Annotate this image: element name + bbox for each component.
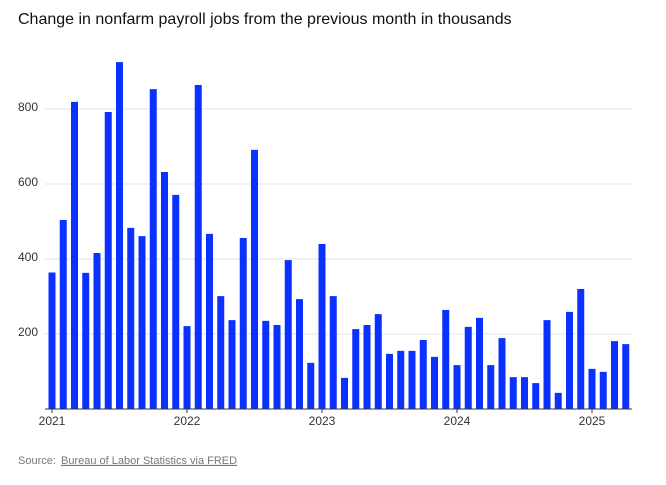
bar bbox=[476, 317, 483, 409]
bar bbox=[318, 244, 326, 409]
bar bbox=[262, 320, 270, 409]
y-tick-label: 800 bbox=[18, 100, 38, 114]
y-tick-label: 400 bbox=[18, 250, 38, 264]
bar bbox=[554, 392, 562, 409]
x-tick-label: 2023 bbox=[309, 414, 336, 428]
x-tick-label: 2025 bbox=[579, 414, 606, 428]
bar bbox=[251, 149, 258, 409]
bar bbox=[464, 326, 472, 409]
bar bbox=[228, 320, 236, 409]
bar bbox=[48, 272, 56, 409]
bar bbox=[104, 112, 112, 409]
bar bbox=[307, 362, 315, 409]
bar bbox=[206, 233, 213, 409]
bar bbox=[341, 377, 348, 409]
bar bbox=[577, 289, 585, 409]
bar bbox=[431, 356, 438, 409]
source-label: Source: bbox=[18, 455, 56, 467]
bar bbox=[419, 340, 427, 409]
x-tick-label: 2024 bbox=[444, 414, 471, 428]
bar bbox=[566, 311, 573, 409]
x-tick-label: 2021 bbox=[39, 414, 66, 428]
bar bbox=[93, 253, 101, 409]
bar bbox=[71, 101, 78, 409]
chart-title: Change in nonfarm payroll jobs from the … bbox=[18, 11, 512, 28]
bar bbox=[543, 320, 551, 409]
bar bbox=[532, 383, 540, 409]
bar bbox=[59, 220, 67, 409]
bar bbox=[588, 368, 596, 409]
bar bbox=[397, 350, 405, 409]
bar bbox=[273, 325, 281, 409]
bar bbox=[127, 227, 135, 409]
bar bbox=[386, 353, 393, 409]
bar bbox=[116, 62, 123, 409]
bar bbox=[138, 236, 146, 409]
bar bbox=[82, 272, 90, 409]
bar bbox=[521, 377, 528, 409]
bar bbox=[217, 296, 225, 409]
x-tick-label: 2022 bbox=[174, 414, 201, 428]
bar bbox=[183, 326, 191, 409]
bar bbox=[239, 238, 247, 409]
bar bbox=[161, 172, 168, 409]
bar bbox=[296, 299, 303, 409]
bar bbox=[599, 371, 607, 409]
bar bbox=[149, 89, 157, 409]
bar bbox=[622, 344, 630, 409]
source-link[interactable]: Bureau of Labor Statistics via FRED bbox=[61, 455, 237, 467]
bar bbox=[352, 329, 360, 409]
bar bbox=[374, 314, 382, 409]
bar bbox=[329, 296, 337, 409]
bar bbox=[611, 341, 618, 409]
y-tick-label: 600 bbox=[18, 175, 38, 189]
y-tick-label: 200 bbox=[18, 325, 38, 339]
bar bbox=[442, 310, 450, 409]
bar bbox=[487, 365, 495, 409]
bar bbox=[284, 260, 292, 409]
bar bbox=[363, 325, 371, 409]
bar bbox=[194, 85, 202, 409]
bar bbox=[172, 194, 180, 409]
bar bbox=[498, 338, 506, 409]
bar bbox=[509, 377, 517, 409]
bar bbox=[453, 365, 461, 409]
bar bbox=[408, 350, 416, 409]
